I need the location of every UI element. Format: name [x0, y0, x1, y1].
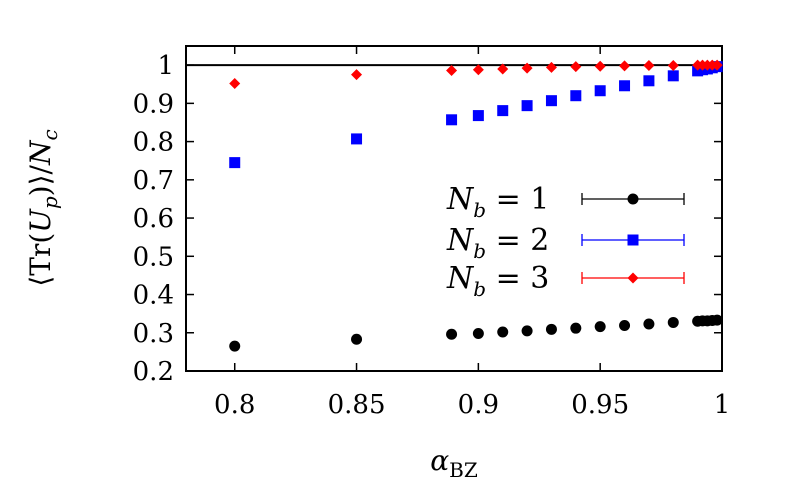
x-tick-label: 0.85	[328, 390, 386, 420]
data-point	[229, 77, 241, 89]
y-tick-label: 1	[157, 51, 174, 81]
data-point	[643, 318, 655, 330]
y-tick-label: 0.6	[133, 204, 174, 234]
x-tick-label: 0.8	[214, 390, 255, 420]
data-point	[643, 60, 655, 71]
y-axis-ticks: 0.2 0.3 0.4 0.5 0.6 0.7 0.8 0.9 1	[133, 51, 722, 387]
data-point	[351, 133, 363, 145]
data-point	[497, 63, 509, 75]
data-point	[667, 316, 679, 328]
y-tick-label: 0.9	[133, 89, 174, 119]
y-tick-label: 0.2	[133, 357, 174, 387]
legend: Nb = 1Nb = 2Nb = 3	[446, 182, 685, 301]
legend-marker	[627, 272, 639, 284]
data-point	[545, 323, 557, 335]
data-point	[446, 64, 458, 76]
legend-marker	[627, 193, 639, 205]
data-point	[619, 80, 631, 92]
data-point	[667, 60, 679, 71]
x-axis-title: αBZ	[430, 444, 478, 482]
data-point	[497, 105, 509, 117]
legend-marker	[627, 234, 639, 246]
data-point	[667, 70, 679, 82]
data-point	[570, 61, 582, 73]
data-point	[521, 62, 533, 74]
data-point	[229, 340, 241, 352]
data-point	[643, 75, 655, 87]
y-axis-title: ⟨Tr(Up)⟩/Nc	[24, 129, 62, 286]
data-point	[570, 322, 582, 334]
data-point	[619, 320, 631, 331]
x-axis-ticks: 0.8 0.85 0.9 0.95 1	[214, 46, 730, 420]
data-point	[351, 69, 363, 81]
data-point	[521, 100, 533, 112]
y-tick-label: 0.7	[133, 166, 174, 196]
plot-border	[185, 45, 723, 372]
data-point	[594, 85, 606, 97]
data-point	[545, 95, 557, 107]
series-1	[229, 314, 723, 352]
y-tick-label: 0.8	[133, 128, 174, 158]
x-tick-label: 0.95	[571, 390, 629, 420]
series-3	[229, 59, 723, 89]
data-point	[229, 157, 241, 169]
data-point	[497, 326, 509, 338]
data-point	[472, 64, 484, 76]
data-point	[711, 59, 723, 71]
data-point	[521, 325, 533, 337]
data-point	[594, 60, 606, 72]
data-point	[711, 314, 723, 326]
legend-label: Nb = 1	[446, 182, 549, 222]
x-tick-label: 1	[714, 390, 731, 420]
x-tick-label: 0.9	[458, 390, 499, 420]
data-point	[619, 60, 631, 72]
y-tick-label: 0.3	[133, 319, 174, 349]
legend-label: Nb = 2	[446, 223, 549, 263]
series-layer	[229, 59, 723, 352]
data-point	[472, 328, 484, 340]
y-tick-label: 0.5	[133, 242, 174, 272]
data-point	[472, 110, 484, 122]
data-point	[351, 333, 363, 345]
plot-frame	[185, 45, 723, 372]
data-point	[594, 321, 606, 333]
y-tick-label: 0.4	[133, 281, 174, 311]
data-point	[545, 61, 557, 73]
data-point	[570, 90, 582, 102]
legend-label: Nb = 3	[446, 261, 549, 301]
axis-titles: αBZ ⟨Tr(Up)⟩/Nc	[24, 129, 478, 482]
data-point	[446, 328, 458, 340]
data-point	[446, 114, 458, 126]
